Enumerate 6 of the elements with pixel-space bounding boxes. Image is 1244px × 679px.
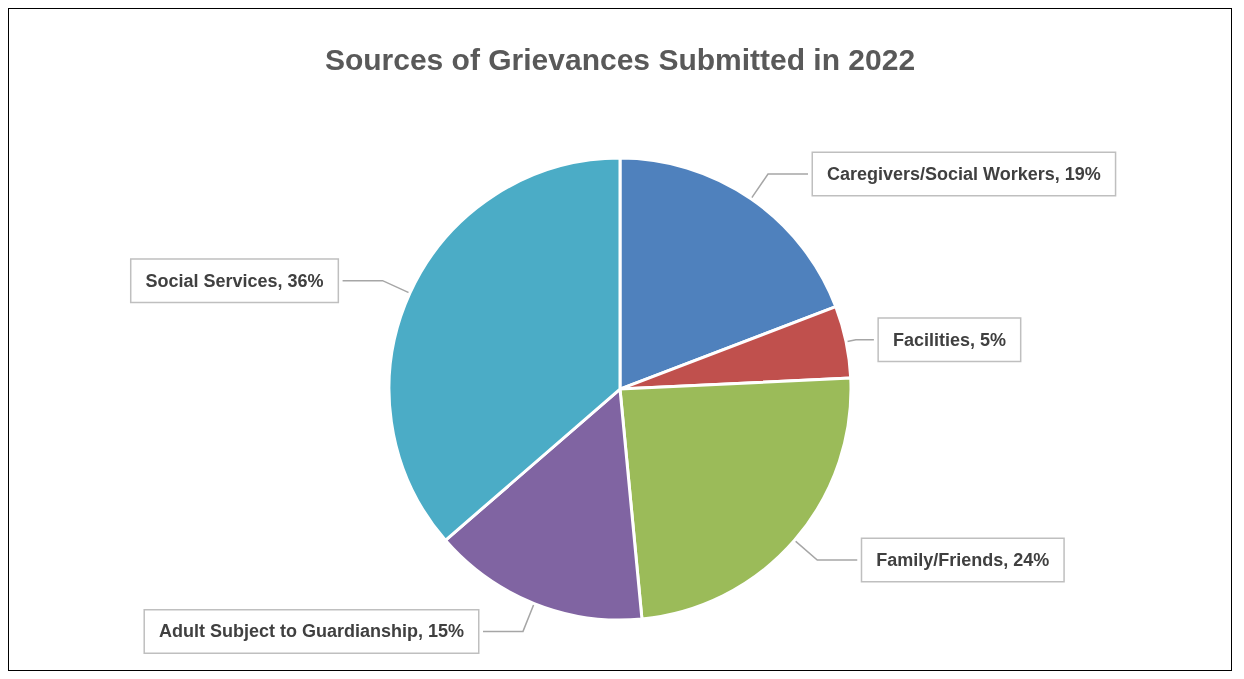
- slice-label: Social Services, 36%: [145, 270, 324, 291]
- slice-label: Facilities, 5%: [892, 329, 1006, 350]
- slice-label: Adult Subject to Guardianship, 15%: [158, 621, 464, 642]
- slice-label: Caregivers/Social Workers, 19%: [827, 164, 1101, 185]
- chart-title: Sources of Grievances Submitted in 2022: [324, 42, 916, 76]
- slice-label: Family/Friends, 24%: [876, 549, 1050, 570]
